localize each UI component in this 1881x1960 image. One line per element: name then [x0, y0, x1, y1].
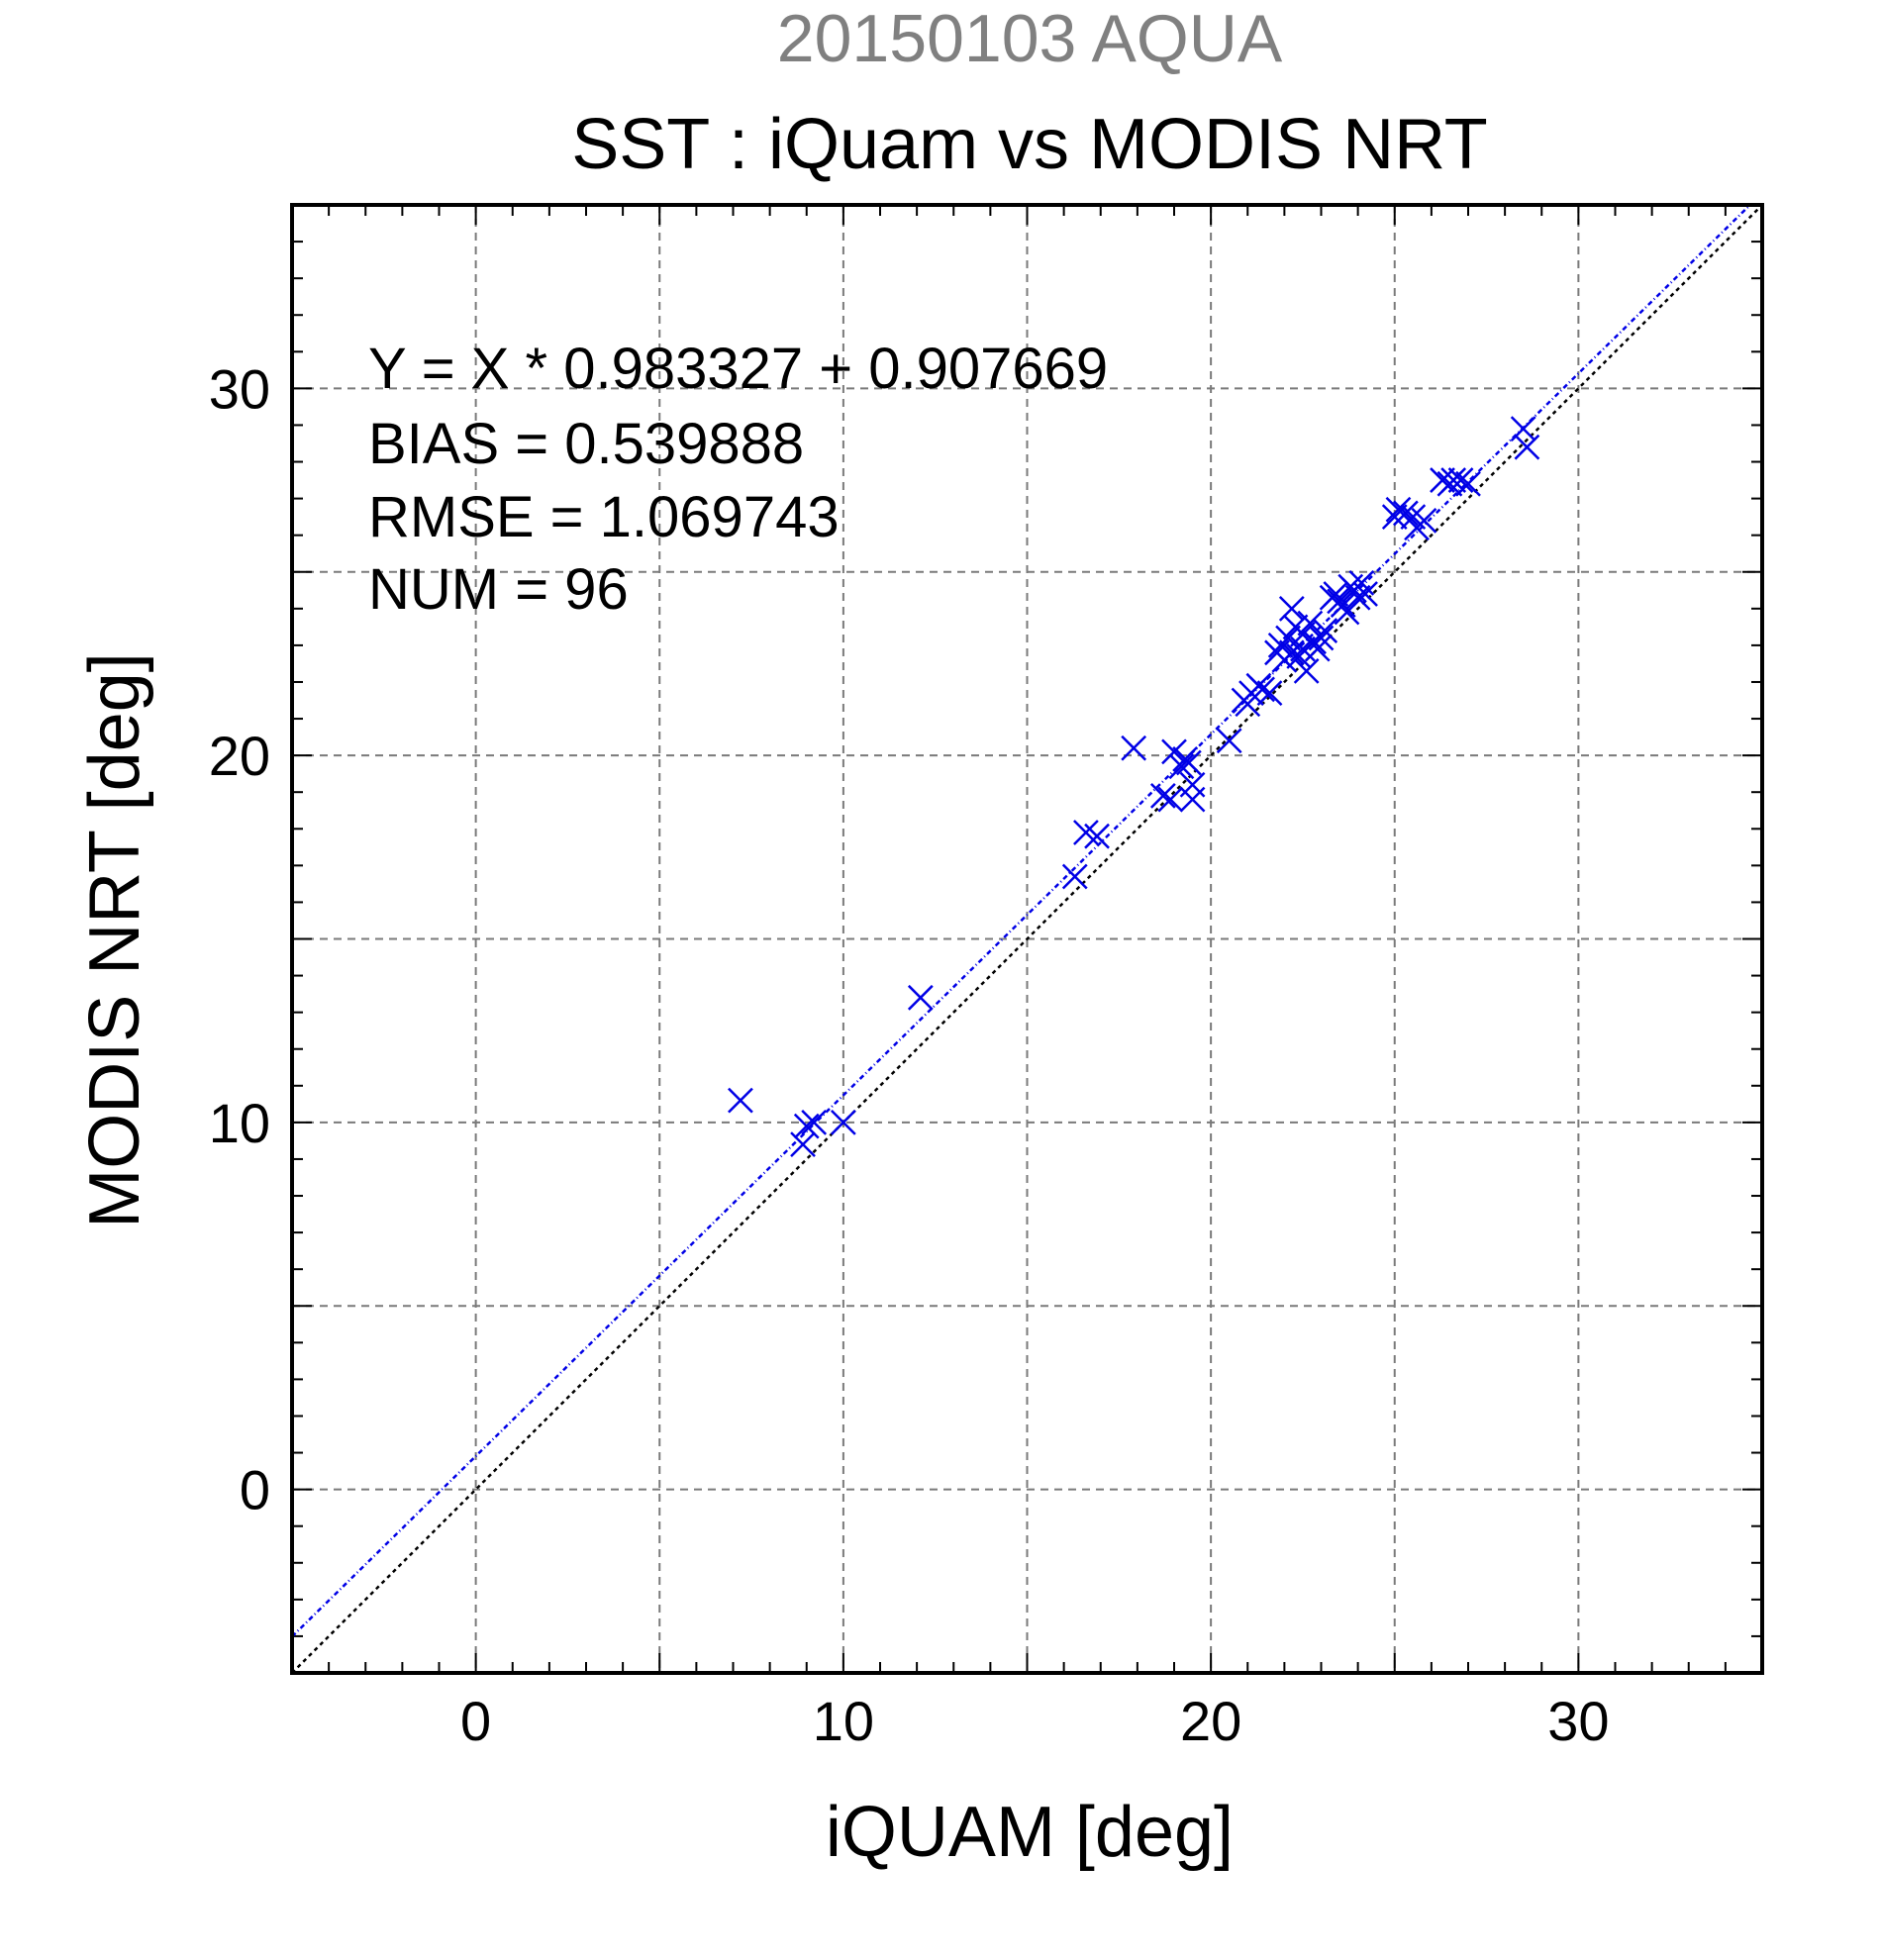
data-point-stroke	[1293, 657, 1320, 684]
reference-line	[291, 204, 1763, 1674]
stats-line-num: NUM = 96	[368, 557, 629, 622]
data-point-stroke	[830, 1109, 856, 1135]
data-point	[1216, 728, 1242, 754]
data-point-stroke	[1073, 820, 1099, 845]
data-point	[1430, 467, 1455, 493]
stats-line-rmse: RMSE = 1.069743	[368, 485, 840, 549]
data-point	[1312, 618, 1338, 643]
data-point	[1293, 657, 1320, 684]
data-point	[830, 1109, 856, 1135]
data-point-stroke	[1157, 786, 1184, 813]
data-point-stroke	[1455, 470, 1481, 497]
data-point-stroke	[1308, 625, 1335, 651]
data-point-stroke	[1312, 618, 1338, 643]
data-point-stroke	[1447, 467, 1474, 493]
data-point-stroke	[1344, 584, 1371, 611]
data-point	[1061, 863, 1088, 890]
data-point	[1121, 735, 1147, 761]
stats-box: Y = X * 0.983327 + 0.907669 BIAS = 0.539…	[368, 337, 1108, 622]
data-point-stroke	[1348, 569, 1375, 596]
data-point-stroke	[1323, 581, 1349, 607]
y-axis-label: MODIS NRT [deg]	[75, 652, 154, 1228]
data-point-stroke	[1330, 592, 1356, 619]
data-point-stroke	[1149, 783, 1176, 809]
data-point	[1514, 434, 1540, 460]
data-point-stroke	[1352, 581, 1378, 607]
data-point	[1447, 467, 1474, 493]
data-point-stroke	[1400, 504, 1427, 531]
data-point-stroke	[1430, 467, 1455, 493]
data-point	[1179, 771, 1206, 798]
data-point-stroke	[1256, 680, 1283, 706]
data-point	[1161, 738, 1187, 765]
data-point	[1149, 783, 1176, 809]
data-point-stroke	[1161, 738, 1187, 765]
data-point	[1256, 680, 1283, 706]
data-point	[907, 984, 934, 1011]
data-point-stroke	[1216, 728, 1242, 754]
data-point-stroke	[1411, 507, 1437, 534]
data-point	[1168, 753, 1195, 780]
x-axis-label: iQUAM [deg]	[826, 1793, 1234, 1872]
data-point-stroke	[1440, 467, 1467, 493]
data-point-stroke	[1249, 676, 1275, 703]
data-point	[793, 1113, 820, 1139]
y-tick-label: 10	[209, 1092, 270, 1154]
data-point-stroke	[1061, 863, 1088, 890]
x-tick-label: 0	[460, 1690, 491, 1752]
data-point-stroke	[1385, 496, 1412, 523]
data-point-stroke	[801, 1109, 828, 1135]
fit-line	[291, 204, 1751, 1638]
stats-line-bias: BIAS = 0.539888	[368, 412, 804, 476]
data-point	[1440, 467, 1467, 493]
x-tick-label: 30	[1547, 1690, 1609, 1752]
data-point	[1393, 500, 1419, 527]
y-tick-label: 0	[240, 1459, 270, 1521]
chart-title: SST : iQuam vs MODIS NRT	[571, 105, 1488, 184]
data-point	[1352, 581, 1378, 607]
data-point	[1411, 507, 1437, 534]
x-tick-label: 10	[813, 1690, 874, 1752]
data-point	[1249, 676, 1275, 703]
data-point	[1344, 584, 1371, 611]
data-point	[1175, 749, 1202, 776]
y-tick-label: 30	[209, 357, 270, 420]
data-point-stroke	[1514, 434, 1540, 460]
data-point-stroke	[1393, 500, 1419, 527]
data-point	[1084, 823, 1110, 849]
data-point	[801, 1109, 828, 1135]
data-point-stroke	[1179, 771, 1206, 798]
chart-supertitle: 20150103 AQUA	[777, 1, 1283, 76]
data-point	[1278, 595, 1305, 622]
data-point	[1308, 625, 1335, 651]
tick-labels: 0 10 20 30 0 10 20 30	[209, 357, 1610, 1752]
data-point-stroke	[790, 1131, 816, 1158]
reference-line-layer	[291, 204, 1763, 1674]
data-point-stroke	[1168, 753, 1195, 780]
data-points	[728, 416, 1540, 1158]
y-tick-label: 20	[209, 725, 270, 787]
stats-line-equation: Y = X * 0.983327 + 0.907669	[368, 337, 1108, 401]
data-point	[1275, 625, 1301, 651]
data-point	[1330, 592, 1356, 619]
data-point-stroke	[1084, 823, 1110, 849]
data-point	[1510, 416, 1536, 442]
data-point	[1455, 470, 1481, 497]
plot-frame	[290, 203, 1764, 1675]
data-point-stroke	[728, 1087, 753, 1114]
data-point	[1179, 786, 1206, 813]
x-tick-label: 20	[1180, 1690, 1241, 1752]
data-point-stroke	[793, 1113, 820, 1139]
data-point	[1157, 786, 1184, 813]
data-point	[728, 1087, 753, 1114]
data-point-stroke	[1121, 735, 1147, 761]
data-point-stroke	[1175, 749, 1202, 776]
data-point-stroke	[1275, 625, 1301, 651]
data-point-stroke	[907, 984, 934, 1011]
